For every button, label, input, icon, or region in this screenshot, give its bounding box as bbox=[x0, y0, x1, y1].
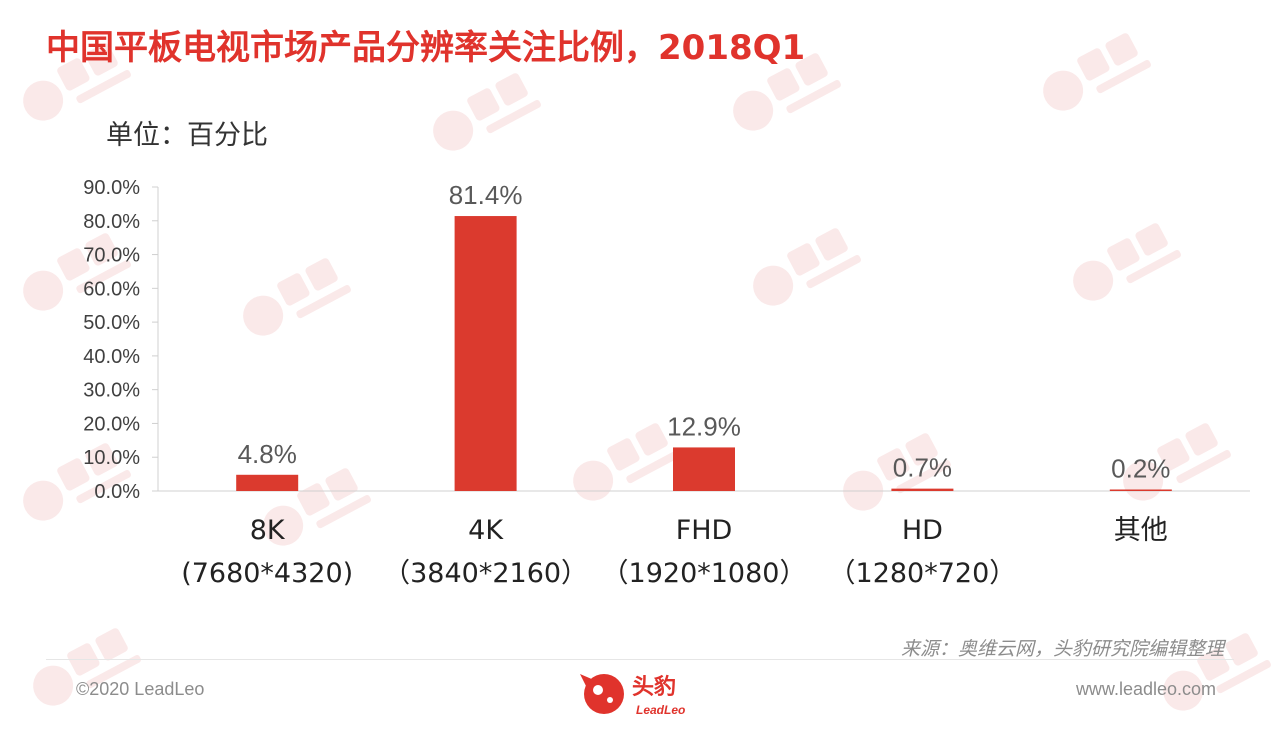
bar bbox=[236, 474, 299, 491]
x-tick-label: （1920*1080） bbox=[602, 558, 807, 589]
data-label: 0.2% bbox=[1111, 454, 1170, 484]
footer-divider bbox=[46, 659, 1234, 660]
y-tick-label: 90.0% bbox=[83, 177, 140, 199]
website-link[interactable]: www.leadleo.com bbox=[1075, 679, 1216, 699]
data-label: 4.8% bbox=[238, 439, 297, 469]
y-tick-label: 60.0% bbox=[83, 278, 140, 300]
bar bbox=[1109, 489, 1172, 491]
data-label: 0.7% bbox=[893, 453, 952, 483]
y-tick-label: 0.0% bbox=[94, 481, 140, 503]
x-tick-label: FHD bbox=[676, 515, 733, 546]
y-tick-label: 20.0% bbox=[83, 413, 140, 435]
y-tick-label: 80.0% bbox=[83, 211, 140, 233]
data-label: 81.4% bbox=[449, 180, 523, 210]
x-tick-label: 4K bbox=[468, 515, 504, 546]
bar bbox=[673, 447, 735, 491]
bar bbox=[454, 216, 517, 491]
y-tick-label: 10.0% bbox=[83, 447, 140, 469]
x-tick-label: (7680*4320) bbox=[181, 558, 353, 589]
page-title: 中国平板电视市场产品分辨率关注比例，2018Q1 bbox=[46, 28, 806, 68]
x-tick-label: 其他 bbox=[1114, 515, 1168, 546]
copyright-text: ©2020 LeadLeo bbox=[76, 679, 205, 699]
leadleo-logo[interactable]: 头豹 LeadLeo bbox=[576, 664, 716, 720]
y-tick-label: 70.0% bbox=[83, 245, 140, 267]
x-tick-label: 8K bbox=[250, 515, 286, 546]
y-tick-label: 40.0% bbox=[83, 346, 140, 368]
y-tick-label: 30.0% bbox=[83, 380, 140, 402]
x-tick-label: （1280*720） bbox=[829, 558, 1017, 589]
x-tick-label: HD bbox=[902, 515, 943, 546]
y-tick-label: 50.0% bbox=[83, 312, 140, 334]
logo-subtext: LeadLeo bbox=[636, 703, 685, 717]
source-note: 来源：奥维云网，头豹研究院编辑整理 bbox=[900, 638, 1224, 660]
data-label: 12.9% bbox=[667, 411, 741, 441]
leopard-icon bbox=[580, 674, 624, 714]
bar bbox=[891, 488, 954, 491]
unit-label: 单位：百分比 bbox=[106, 120, 268, 151]
logo-text: 头豹 bbox=[632, 674, 676, 700]
x-tick-label: （3840*2160） bbox=[383, 558, 588, 589]
